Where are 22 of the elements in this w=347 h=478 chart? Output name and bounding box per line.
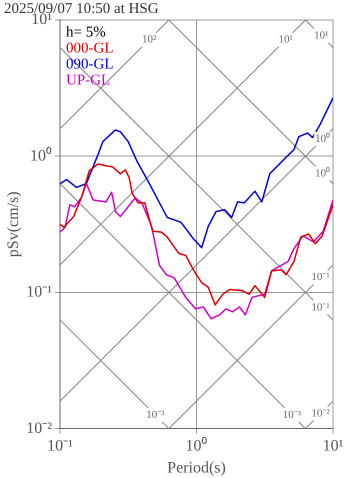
annotation: 10⁻¹ bbox=[311, 271, 330, 284]
text: 090-GL bbox=[66, 56, 114, 72]
annotation: 10⁻³ bbox=[282, 408, 302, 421]
annotation: 10⁰ bbox=[315, 132, 330, 145]
x-tick-label: 10¹ bbox=[322, 437, 344, 454]
x-axis-title: Period(s) bbox=[167, 460, 226, 477]
annotation: 10¹ bbox=[314, 30, 328, 42]
annotation: 10⁻² bbox=[311, 407, 330, 420]
y-axis-title: pSv(cm/s) bbox=[4, 191, 22, 258]
annotation: h= 5% bbox=[66, 24, 106, 40]
y-tick-label: 10⁰ bbox=[30, 146, 52, 164]
annotation: 10¹ bbox=[278, 34, 293, 46]
text: UP-GL bbox=[66, 72, 110, 88]
x-tick-label: 10⁻¹ bbox=[47, 437, 74, 454]
y-tick-label: 10⁻² bbox=[26, 420, 52, 437]
text: 000-GL bbox=[66, 40, 114, 56]
y-tick-label: 10⁻¹ bbox=[26, 284, 52, 301]
annotation: 10² bbox=[142, 34, 158, 46]
annotation: 10⁻³ bbox=[146, 408, 166, 421]
annotation: 10⁰ bbox=[315, 166, 330, 180]
x-tick-label: 10⁰ bbox=[186, 436, 208, 454]
annotation: 10⁻¹ bbox=[311, 301, 330, 314]
